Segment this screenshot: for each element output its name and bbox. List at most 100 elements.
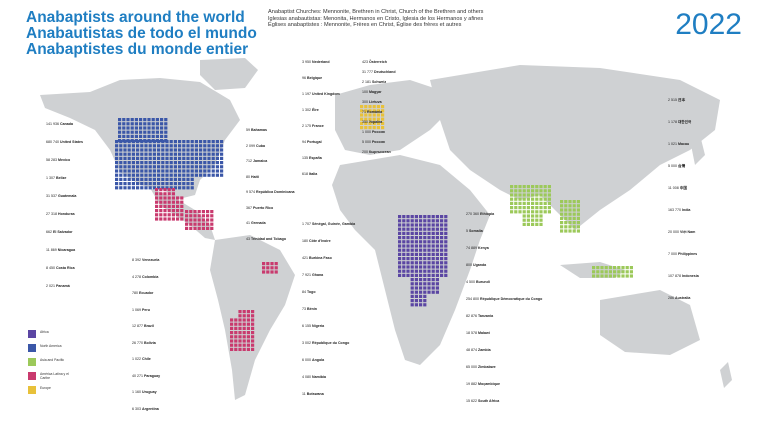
dot-europe	[368, 105, 372, 109]
dot-canada	[164, 130, 168, 134]
country-label: 300 Lietuva	[362, 100, 382, 104]
dot-africa	[435, 273, 439, 277]
country-name: India	[682, 208, 691, 212]
dot-mexico	[171, 192, 175, 196]
member-count: 48 874	[466, 348, 478, 352]
dot-africa	[410, 282, 414, 286]
dot-paraguay-bolivia	[230, 339, 234, 343]
dot-canada	[122, 134, 126, 138]
dot-mexico	[159, 192, 163, 196]
dot-united-states	[165, 144, 169, 148]
dot-canada	[126, 130, 130, 134]
dot-united-states	[178, 182, 182, 186]
dot-indonesia	[600, 274, 604, 278]
dot-africa	[423, 303, 427, 307]
dot-india	[535, 185, 539, 189]
dot-united-states	[131, 165, 135, 169]
dot-mexico	[163, 209, 167, 213]
dot-indonesia	[621, 266, 625, 270]
country-label: 12 877 Brazil	[132, 324, 154, 328]
dot-africa	[419, 257, 423, 261]
dot-africa	[410, 265, 414, 269]
dot-mexico	[167, 188, 171, 192]
dot-central-america	[193, 210, 197, 214]
dot-united-states	[152, 140, 156, 144]
dot-paraguay-bolivia	[234, 335, 238, 339]
dot-india	[543, 185, 547, 189]
dot-indonesia	[613, 270, 617, 274]
dot-india	[535, 218, 539, 222]
dot-united-states	[203, 165, 207, 169]
dot-mexico	[171, 213, 175, 217]
dot-paraguay-bolivia	[230, 318, 234, 322]
dot-africa	[406, 240, 410, 244]
country-label: 2 099 Cuba	[246, 144, 265, 148]
dot-canada	[151, 118, 155, 122]
dot-mexico	[155, 204, 159, 208]
dot-mexico	[159, 204, 163, 208]
country-name: Belize	[56, 176, 67, 180]
country-label: 3 002 République du Congo	[302, 341, 349, 345]
dot-africa	[414, 282, 418, 286]
dot-india	[526, 214, 530, 218]
dot-united-states	[136, 152, 140, 156]
dot-europe	[372, 126, 376, 130]
dot-paraguay-bolivia	[242, 339, 246, 343]
dot-africa	[398, 269, 402, 273]
dot-united-states	[169, 156, 173, 160]
landmass-new-zealand	[720, 362, 732, 388]
dot-paraguay-bolivia	[246, 331, 250, 335]
dot-indonesia	[625, 274, 629, 278]
dot-central-america	[189, 226, 193, 230]
member-count: 1 000	[362, 130, 372, 134]
dot-indonesia	[608, 270, 612, 274]
country-name: Россия	[372, 130, 385, 134]
dot-brazil	[270, 266, 274, 270]
country-label: 11 008 中国	[668, 186, 687, 190]
dot-europe	[381, 121, 385, 125]
country-name: Côte d'Ivoire	[309, 239, 331, 243]
dot-united-states	[123, 173, 127, 177]
member-count: 2 515	[668, 98, 678, 102]
landmass-greenland	[200, 58, 258, 90]
dot-paraguay-bolivia	[242, 318, 246, 322]
dot-paraguay-bolivia	[246, 310, 250, 314]
member-count: 82 876	[466, 314, 478, 318]
legend-label: Africa	[40, 330, 49, 334]
country-label: 1 160 Uruguay	[132, 390, 157, 394]
subtitle-french: Églises anabaptistes : Mennonite, Frères…	[268, 22, 462, 29]
dot-united-states	[199, 173, 203, 177]
dot-brazil	[274, 262, 278, 266]
dot-india	[518, 197, 522, 201]
member-count: 680 740	[46, 140, 60, 144]
dot-europe	[364, 117, 368, 121]
dot-india	[543, 189, 547, 193]
country-label: 71 România	[362, 110, 382, 114]
dot-indonesia	[596, 274, 600, 278]
country-name: Burundi	[476, 280, 490, 284]
dot-central-america	[197, 218, 201, 222]
country-name: Deutschland	[374, 70, 396, 74]
title-spanish: Anabautistas de todo el mundo	[26, 25, 257, 42]
dot-africa	[414, 303, 418, 307]
dot-central-america	[185, 218, 189, 222]
dot-united-states	[115, 152, 119, 156]
dot-africa	[398, 227, 402, 231]
dot-africa	[435, 244, 439, 248]
dot-africa	[410, 257, 414, 261]
dot-canada	[147, 130, 151, 134]
member-count: 780	[132, 291, 139, 295]
dot-europe	[360, 126, 364, 130]
dot-united-states	[220, 173, 224, 177]
dot-united-states	[148, 165, 152, 169]
dot-africa	[414, 219, 418, 223]
dot-united-states	[161, 148, 165, 152]
country-name: Paraguay	[144, 373, 161, 378]
country-name: Peru	[142, 307, 150, 312]
country-name: République Démocratique du Congo	[480, 297, 543, 301]
dot-united-states	[148, 144, 152, 148]
dot-united-states	[203, 152, 207, 156]
dot-africa	[435, 236, 439, 240]
dot-africa	[440, 240, 444, 244]
